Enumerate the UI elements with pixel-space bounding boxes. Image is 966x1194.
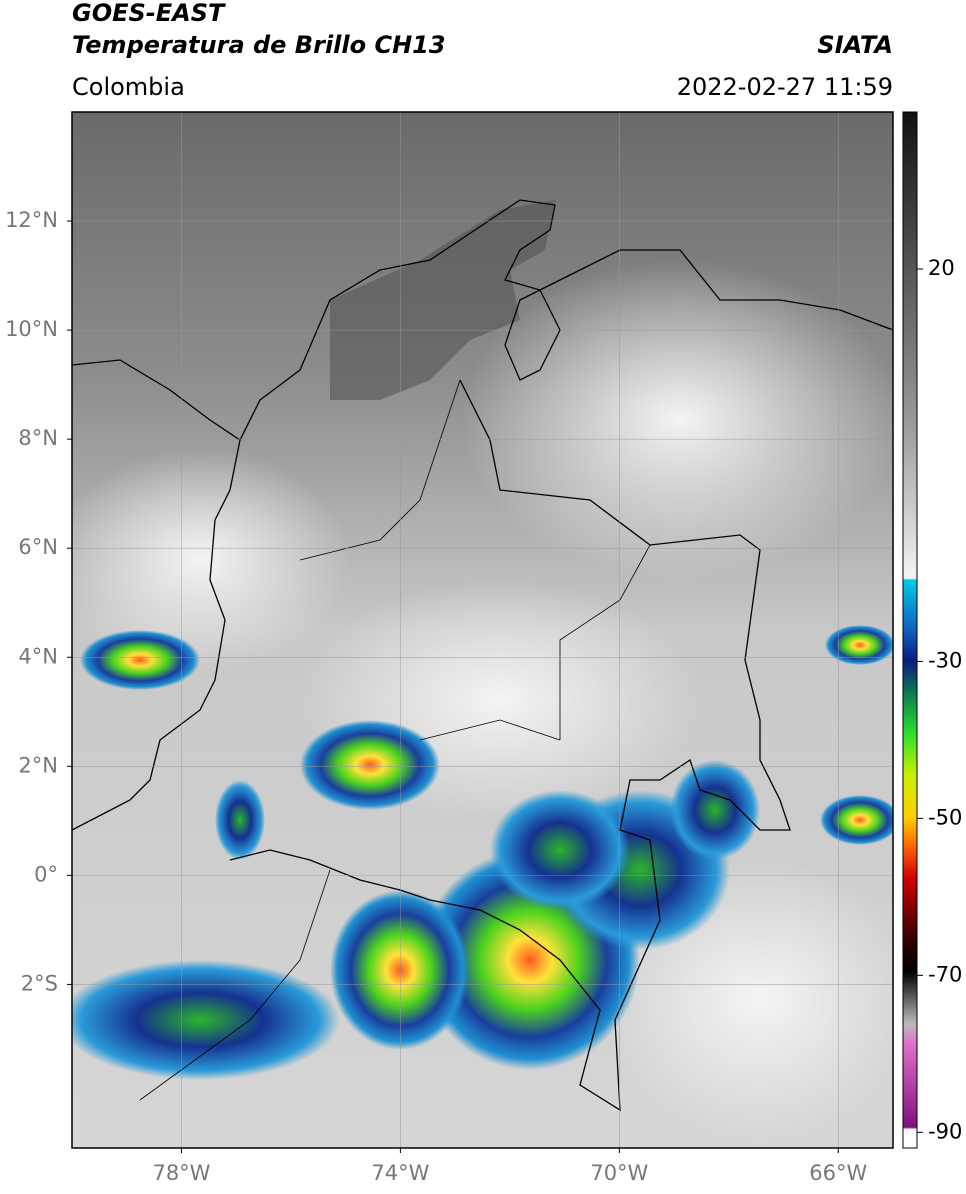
storm [300, 720, 440, 810]
mountains [330, 200, 555, 400]
lat-tick-label: 2°N [18, 753, 58, 777]
coastline [72, 199, 893, 441]
admin-border [139, 379, 651, 1101]
storm [80, 630, 200, 690]
storm [72, 960, 340, 1080]
colorbar-tick-label: -90 [928, 1119, 962, 1143]
lat-tick-label: 4°N [18, 644, 58, 668]
storm [825, 625, 893, 665]
border [229, 379, 791, 1112]
satellite-image [72, 112, 893, 1148]
lat-tick-label: 0° [34, 862, 58, 886]
colorbar-tick-label: -30 [928, 648, 962, 672]
region: Colombia [72, 73, 185, 101]
lat-tick-label: 10°N [5, 317, 58, 341]
grid [72, 112, 893, 1148]
satellite-title: GOES-EAST [72, 0, 226, 27]
source: SIATA [817, 31, 893, 59]
lat-tick-label: 6°N [18, 535, 58, 559]
coastline [72, 439, 241, 831]
colorbar [902, 111, 918, 1149]
storm [820, 795, 893, 845]
colorbar-tick-label: 20 [928, 256, 955, 280]
storm [215, 780, 265, 860]
lon-tick-label: 66°W [809, 1161, 867, 1185]
lon-tick-label: 78°W [152, 1161, 210, 1185]
storm [490, 790, 630, 910]
colorbar-tick-label: -70 [928, 962, 962, 986]
lat-tick-label: 12°N [5, 208, 58, 232]
storm [670, 760, 760, 860]
cloud [72, 450, 350, 670]
datetime: 2022-02-27 11:59 [677, 73, 893, 101]
lon-tick-label: 70°W [590, 1161, 648, 1185]
storm [330, 890, 470, 1050]
lat-tick-label: 8°N [18, 426, 58, 450]
cloud [460, 260, 893, 580]
lon-tick-label: 74°W [371, 1161, 429, 1185]
lat-tick-label: 2°S [21, 971, 58, 995]
colorbar-tick-label: -50 [928, 805, 962, 829]
map-frame [71, 111, 894, 1149]
product-title: Temperatura de Brillo CH13 [72, 31, 446, 59]
